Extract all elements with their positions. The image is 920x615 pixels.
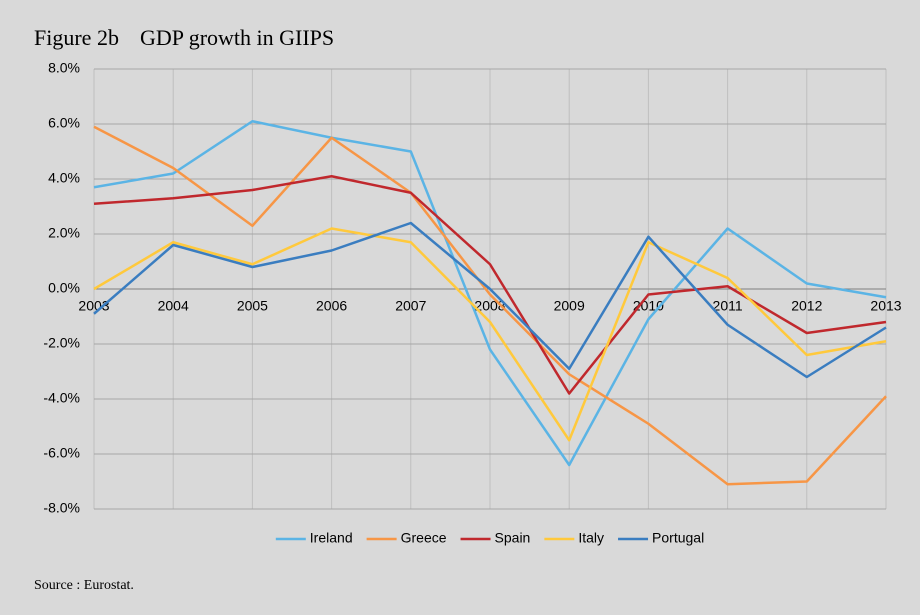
legend-label: Greece	[401, 530, 447, 546]
series-line	[93, 120, 887, 467]
x-tick-label: 2006	[316, 298, 347, 314]
legend-label: Portugal	[652, 530, 704, 546]
x-tick-label: 2007	[395, 298, 426, 314]
y-tick-label: -8.0%	[43, 500, 80, 516]
y-tick-label: -6.0%	[43, 445, 80, 461]
y-tick-label: 6.0%	[48, 115, 80, 131]
series-line	[93, 227, 887, 442]
legend-label: Italy	[578, 530, 604, 546]
series-line	[93, 221, 887, 379]
y-tick-label: 8.0%	[48, 60, 80, 76]
y-tick-label: 0.0%	[48, 280, 80, 296]
series-line	[93, 175, 887, 395]
source-note: Source : Eurostat.	[34, 578, 134, 593]
x-tick-label: 2011	[713, 298, 743, 314]
x-tick-label: 2005	[237, 298, 268, 314]
x-tick-label: 2013	[870, 298, 901, 314]
legend-label: Spain	[495, 530, 531, 546]
y-tick-label: 2.0%	[48, 225, 80, 241]
chart-title: GDP growth in GIIPS	[140, 25, 334, 50]
x-tick-label: 2009	[554, 298, 585, 314]
x-tick-label: 2003	[78, 298, 109, 314]
figure-label: Figure 2b	[34, 25, 119, 50]
x-tick-label: 2012	[791, 298, 822, 314]
y-tick-label: -4.0%	[43, 390, 80, 406]
legend-label: Ireland	[310, 530, 353, 546]
y-tick-label: 4.0%	[48, 170, 80, 186]
series-line	[93, 125, 887, 486]
x-tick-label: 2004	[158, 298, 189, 314]
y-tick-label: -2.0%	[43, 335, 80, 351]
